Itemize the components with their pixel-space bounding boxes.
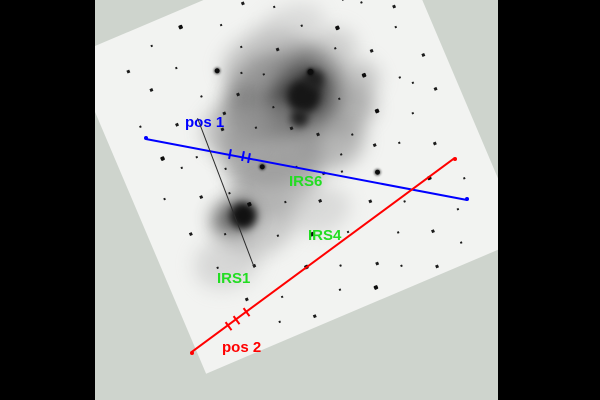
slit-tick-pos1 <box>240 151 244 162</box>
annotation-overlay: pos 1 pos 2 IRS6 IRS4 IRS1 <box>95 0 498 400</box>
slit-endpoint-pos1 <box>465 197 469 201</box>
slit-label-pos1: pos 1 <box>185 114 225 131</box>
source-label-irs4: IRS4 <box>308 227 342 244</box>
source-label-irs6: IRS6 <box>289 173 323 190</box>
slit-line-pos2[interactable] <box>190 157 455 353</box>
slit-label-pos2: pos 2 <box>222 339 262 356</box>
image-plate: pos 1 pos 2 IRS6 IRS4 IRS1 <box>95 0 498 400</box>
slit-endpoint-pos1 <box>144 136 148 140</box>
slit-endpoint-pos2 <box>190 351 194 355</box>
slit-line-pos1[interactable] <box>145 138 467 201</box>
slit-endpoint-pos2 <box>453 157 457 161</box>
source-label-irs1: IRS1 <box>217 270 251 287</box>
